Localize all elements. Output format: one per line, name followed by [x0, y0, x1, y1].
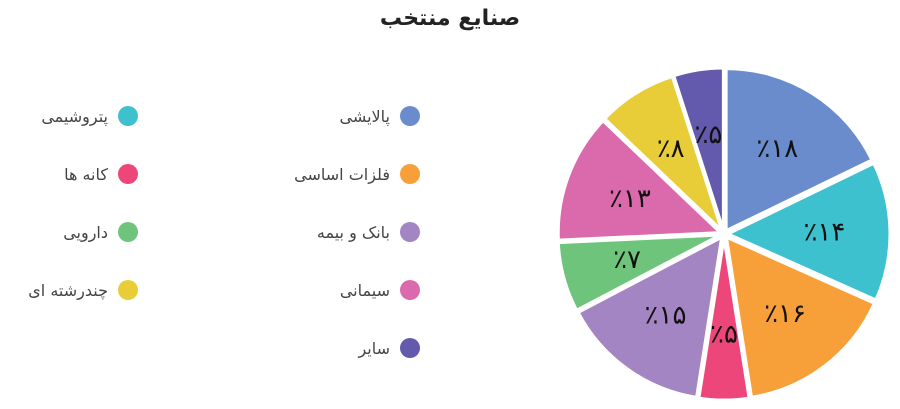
legend-swatch [118, 106, 138, 126]
legend-label: دارویی [63, 222, 108, 242]
legend-swatch [400, 164, 420, 184]
legend-swatch [400, 222, 420, 242]
pie-slice-2[interactable] [724, 234, 877, 399]
slice-value-label-8: ٪۵ [694, 120, 722, 150]
legend-item-2[interactable]: فلزات اساسی [294, 164, 420, 184]
legend-item-5[interactable]: دارویی [63, 222, 138, 242]
slice-value-label-4: ٪۱۵ [645, 301, 687, 331]
pie-slice-5[interactable] [556, 233, 721, 313]
slice-value-label-7: ٪۸ [657, 134, 685, 164]
legend-item-3[interactable]: کانه ها [64, 164, 138, 184]
legend-item-1[interactable]: پتروشیمی [41, 106, 138, 126]
legend-swatch [118, 280, 138, 300]
legend-item-8[interactable]: سایر [358, 338, 420, 358]
legend-label: کانه ها [64, 164, 108, 184]
pie-slice-4[interactable] [576, 234, 724, 400]
chart-title: صنایع منتخب [379, 6, 521, 31]
legend-item-4[interactable]: بانک و بیمه [317, 222, 420, 242]
legend-label: سیمانی [339, 280, 390, 300]
legend-swatch [400, 338, 420, 358]
pie-slice-3[interactable] [697, 237, 751, 402]
pie-slice-1[interactable] [724, 161, 892, 302]
legend-swatch [118, 222, 138, 242]
pie-slice-8[interactable] [671, 66, 725, 231]
legend-item-7[interactable]: چندرشته ای [28, 280, 138, 300]
legend-swatch [400, 106, 420, 126]
legend-item-0[interactable]: پالایشی [339, 106, 420, 126]
legend-label: بانک و بیمه [316, 222, 390, 242]
legend-swatch [118, 164, 138, 184]
slice-value-label-0: ٪۱۸ [756, 134, 798, 164]
legend-item-6[interactable]: سیمانی [340, 280, 420, 300]
slice-value-label-2: ٪۱۶ [764, 299, 806, 329]
legend-label: پتروشیمی [41, 106, 108, 126]
slice-value-label-3: ٪۵ [710, 319, 738, 349]
legend-label: فلزات اساسی [294, 164, 390, 184]
slice-value-label-1: ٪۱۴ [803, 217, 845, 247]
pie-slice-6[interactable] [556, 118, 724, 242]
pie-slice-0[interactable] [724, 67, 874, 234]
legend-swatch [400, 280, 420, 300]
legend-label: سایر [358, 338, 390, 358]
slice-value-label-6: ٪۱۳ [609, 184, 651, 214]
slice-value-label-5: ٪۷ [613, 245, 641, 275]
legend-label: پالایشی [339, 106, 390, 126]
legend-label: چندرشته ای [28, 280, 108, 300]
pie-slice-7[interactable] [602, 74, 724, 232]
